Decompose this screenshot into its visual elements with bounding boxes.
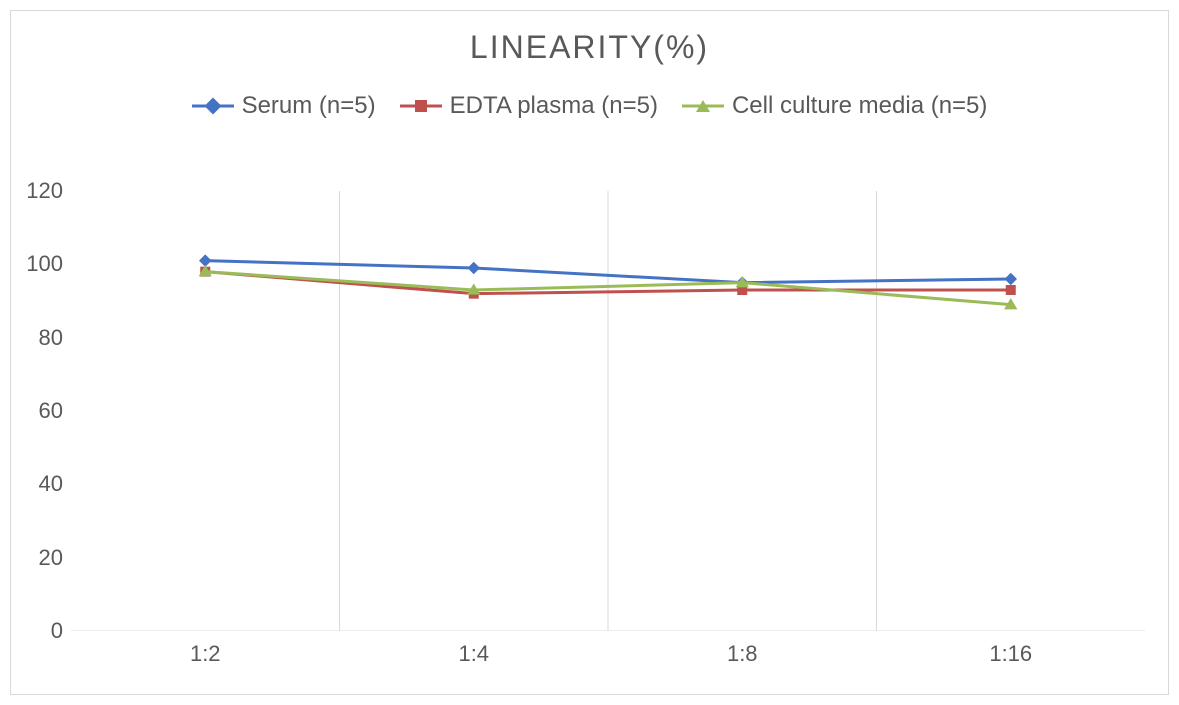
- legend-swatch: [682, 99, 724, 113]
- y-tick-label: 100: [21, 251, 63, 277]
- plot-area: 0204060801001201:21:41:81:16: [71, 191, 1145, 631]
- series-marker: [468, 262, 481, 275]
- legend-label: EDTA plasma (n=5): [450, 92, 658, 120]
- legend-label: Serum (n=5): [242, 92, 376, 120]
- legend-label: Cell culture media (n=5): [732, 92, 987, 120]
- y-tick-label: 80: [21, 325, 63, 351]
- square-icon: [415, 100, 427, 112]
- series-marker: [1006, 285, 1016, 295]
- x-tick-label: 1:16: [989, 641, 1032, 667]
- chart-legend: Serum (n=5) EDTA plasma (n=5) Cell culture…: [11, 92, 1168, 120]
- y-tick-label: 20: [21, 545, 63, 571]
- y-tick-label: 60: [21, 398, 63, 424]
- legend-item: EDTA plasma (n=5): [400, 92, 658, 120]
- legend-item: Serum (n=5): [192, 92, 376, 120]
- y-tick-label: 0: [21, 618, 63, 644]
- series-marker: [1005, 273, 1018, 286]
- legend-swatch: [192, 99, 234, 113]
- diamond-icon: [204, 98, 221, 115]
- plot-svg: [71, 191, 1145, 631]
- y-tick-label: 120: [21, 178, 63, 204]
- x-tick-label: 1:2: [190, 641, 221, 667]
- legend-item: Cell culture media (n=5): [682, 92, 987, 120]
- y-tick-label: 40: [21, 471, 63, 497]
- chart-frame: LINEARITY(%) Serum (n=5) EDTA plasma (n=5…: [10, 10, 1169, 695]
- x-tick-label: 1:8: [727, 641, 758, 667]
- legend-swatch: [400, 99, 442, 113]
- x-tick-label: 1:4: [458, 641, 489, 667]
- chart-title: LINEARITY(%): [11, 29, 1168, 66]
- triangle-icon: [696, 100, 710, 112]
